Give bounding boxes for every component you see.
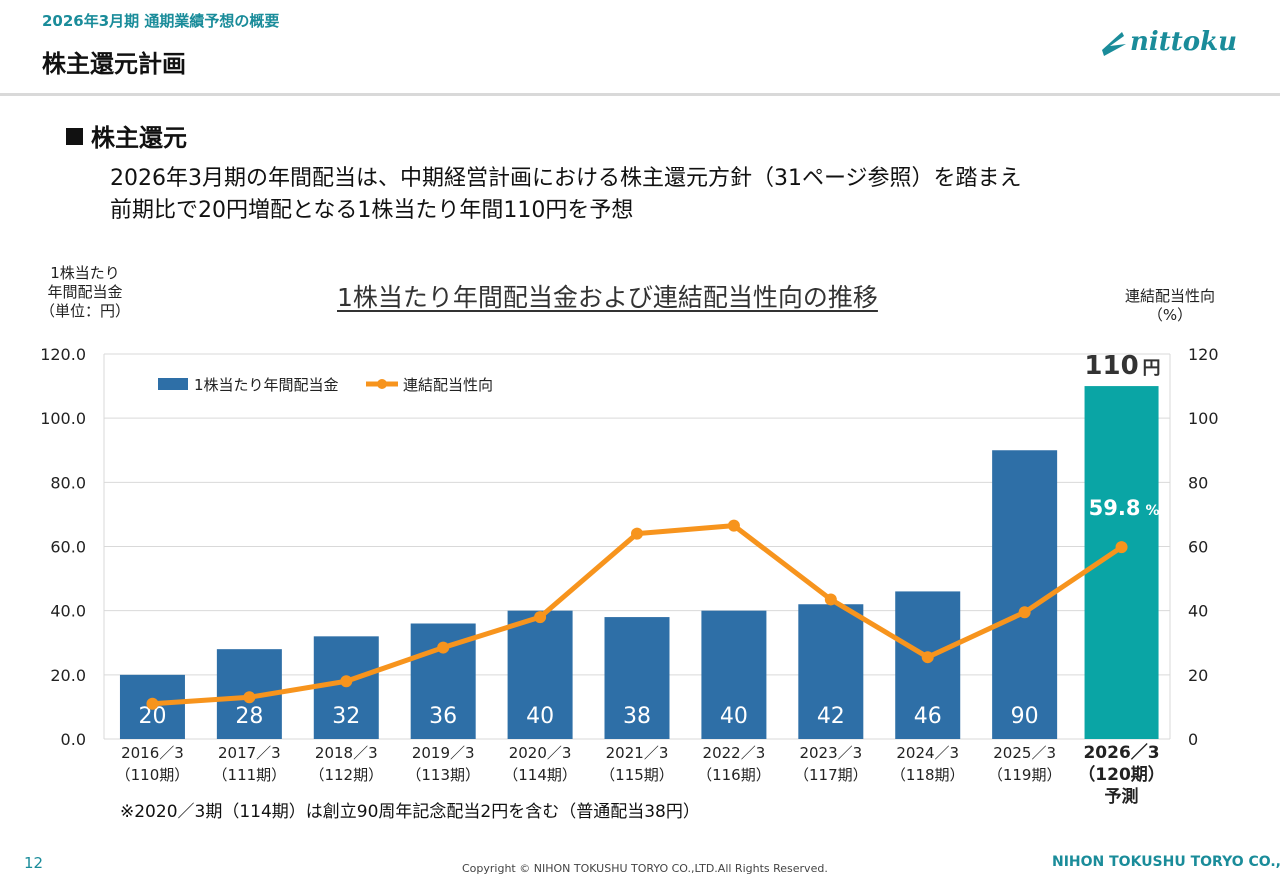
y-right-tick-label: 20 — [1188, 666, 1208, 685]
payout-ratio-point — [631, 527, 643, 540]
category-label: （118期） — [891, 766, 965, 784]
payout-ratio-point — [340, 675, 353, 688]
payout-ratio-point — [824, 593, 837, 606]
left-axis-label: 1株当たり 年間配当金 （単位：円） — [30, 264, 140, 321]
section-description-line1: 2026年3月期の年間配当は、中期経営計画における株主還元方針（31ページ参照）… — [110, 166, 1022, 191]
category-label: 2022／3 — [703, 744, 766, 762]
bar-value-label: 46 — [914, 704, 942, 729]
payout-ratio-point — [534, 611, 547, 624]
chart-title: 1株当たり年間配当金および連結配当性向の推移 — [337, 283, 878, 312]
y-left-tick-label: 20.0 — [50, 666, 86, 685]
legend-line-label: 連結配当性向 — [403, 376, 493, 394]
category-label: （115期） — [600, 766, 674, 784]
category-label: （113期） — [406, 766, 480, 784]
square-bullet-icon — [66, 128, 83, 145]
payout-ratio-point — [1018, 606, 1031, 619]
dividend-chart: 0.0 20.0 40.0 60.0 80.0 100.0 120.0 0 20 40 60 80 10… — [40, 345, 1219, 807]
page-number: 12 — [24, 854, 44, 872]
logo-text: nittoku — [1130, 27, 1237, 57]
dividend-bar — [992, 450, 1058, 739]
forecast-payout-unit: % — [1146, 503, 1160, 519]
payout-ratio-point — [437, 641, 450, 654]
section-heading: 株主還元 — [66, 118, 187, 153]
bar-value-label: 42 — [817, 704, 845, 729]
category-label: 2018／3 — [315, 744, 378, 762]
category-label: 2021／3 — [606, 744, 669, 762]
dividend-bar — [507, 610, 573, 739]
bar-value-label: 90 — [1011, 704, 1039, 729]
section-heading-text: 株主還元 — [91, 124, 187, 152]
dividend-bar — [604, 617, 670, 739]
forecast-payout-label: 59.8 — [1089, 496, 1141, 520]
y-right-tick-label: 60 — [1188, 538, 1208, 557]
footnote: ※2020／3期（114期）は創立90周年記念配当2円を含む（普通配当38円） — [120, 802, 700, 822]
category-label: （119期） — [988, 766, 1062, 784]
category-label: 2024／3 — [896, 744, 959, 762]
bar-value-label: 40 — [720, 704, 748, 729]
bar-value-label: 36 — [429, 704, 457, 729]
category-label: （112期） — [309, 766, 383, 784]
y-left-tick-label: 40.0 — [50, 602, 86, 621]
category-label: 2020／3 — [509, 744, 572, 762]
category-label: （111期） — [213, 766, 287, 784]
y-left-tick-label: 120.0 — [40, 345, 86, 364]
forecast-dividend-unit: 円 — [1143, 358, 1161, 379]
payout-ratio-point — [921, 651, 934, 664]
left-axis-label-line3: （単位：円） — [39, 302, 130, 320]
right-axis-label: 連結配当性向 （%） — [1110, 287, 1230, 325]
category-label: 2016／3 — [121, 744, 184, 762]
left-axis-label-line1: 1株当たり — [50, 264, 120, 282]
category-label: （117期） — [794, 766, 868, 784]
section-description-line2: 前期比で20円増配となる1株当たり年間110円を予想 — [110, 198, 634, 223]
payout-ratio-point — [243, 691, 256, 704]
company-name: NIHON TOKUSHU TORYO CO.,LTD. — [1052, 854, 1280, 870]
page-title: 株主還元計画 — [42, 50, 186, 78]
y-right-tick-label: 0 — [1188, 730, 1198, 749]
bar-value-label: 32 — [332, 704, 360, 729]
forecast-category-label: （120期） — [1078, 764, 1165, 785]
category-label: 2017／3 — [218, 744, 281, 762]
forecast-category-label: 2026／3 — [1083, 742, 1159, 763]
forecast-dividend-label: 110 — [1084, 351, 1138, 381]
y-left-tick-label: 0.0 — [61, 730, 86, 749]
category-label: 2025／3 — [993, 744, 1056, 762]
y-right-tick-label: 40 — [1188, 602, 1208, 621]
dividend-bar — [313, 636, 379, 739]
category-label: （116期） — [697, 766, 771, 784]
page-subtitle: 2026年3月期 通期業績予想の概要 — [42, 12, 280, 30]
right-axis-label-line1: 連結配当性向 — [1124, 287, 1215, 305]
category-label: 2019／3 — [412, 744, 475, 762]
y-right-tick-label: 120 — [1188, 345, 1219, 364]
header-divider — [0, 93, 1280, 96]
dividend-bar — [798, 604, 864, 739]
legend-bar-label: 1株当たり年間配当金 — [194, 376, 339, 394]
y-left-tick-label: 80.0 — [50, 473, 86, 492]
category-label: 2023／3 — [799, 744, 862, 762]
payout-ratio-point — [727, 519, 740, 532]
legend-bar-swatch — [158, 378, 188, 390]
bar-value-label: 40 — [526, 704, 554, 729]
bar-value-label: 38 — [623, 704, 651, 729]
y-left-tick-label: 100.0 — [40, 409, 86, 428]
company-logo: nittoku — [1102, 27, 1237, 57]
bar-value-label: 28 — [235, 704, 263, 729]
right-axis-label-line2: （%） — [1147, 306, 1193, 324]
payout-ratio-point — [146, 697, 159, 710]
payout-ratio-point — [1115, 541, 1128, 554]
forecast-category-label: 予測 — [1105, 786, 1139, 807]
dividend-bar — [895, 591, 961, 739]
category-label: （110期） — [116, 766, 190, 784]
copyright: Copyright © NIHON TOKUSHU TORYO CO.,LTD.… — [462, 862, 828, 875]
y-right-tick-label: 80 — [1188, 473, 1208, 492]
logo-mark-icon — [1102, 32, 1126, 56]
dividend-bar — [701, 610, 767, 739]
y-left-tick-label: 60.0 — [50, 538, 86, 557]
legend-line-marker — [377, 379, 387, 389]
y-right-tick-label: 100 — [1188, 409, 1219, 428]
left-axis-label-line2: 年間配当金 — [47, 283, 123, 301]
category-label: （114期） — [503, 766, 577, 784]
